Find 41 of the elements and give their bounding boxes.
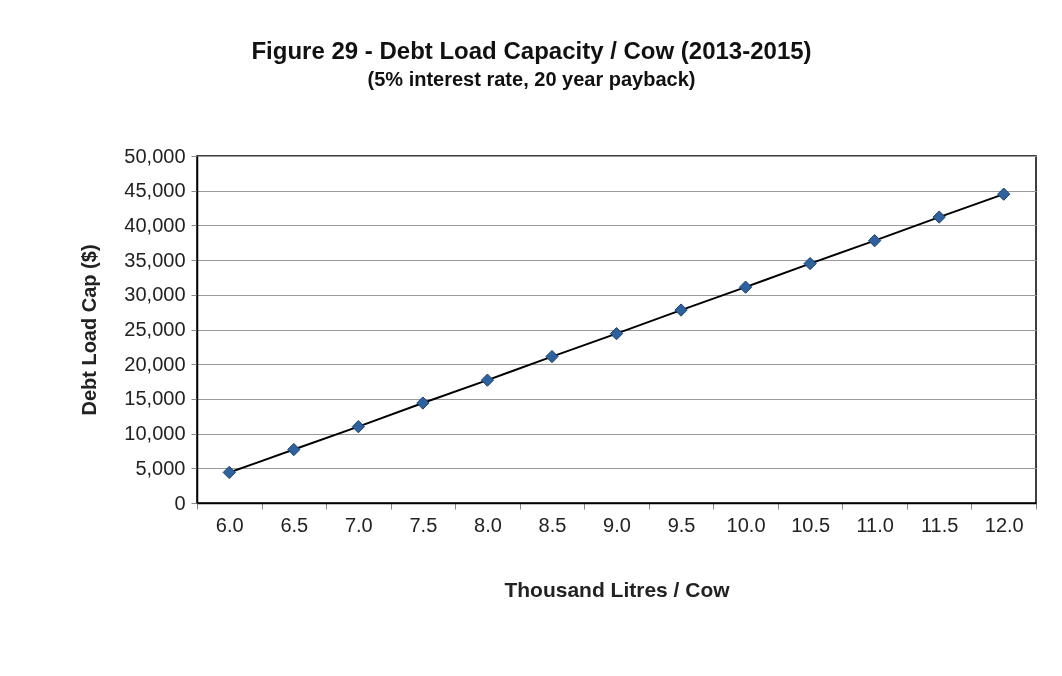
point bbox=[545, 349, 559, 364]
point bbox=[609, 327, 624, 341]
y-tick-label: 30,000 bbox=[124, 283, 186, 306]
x-tick-label: 8.5 bbox=[538, 513, 567, 536]
point bbox=[674, 303, 688, 317]
y-tick-label: 20,000 bbox=[124, 352, 186, 375]
y-axis-title: Debt Load Cap ($) bbox=[78, 244, 101, 416]
y-tick-label: 0 bbox=[174, 491, 186, 514]
point bbox=[416, 396, 430, 410]
x-tick-label: 11.0 bbox=[856, 513, 894, 536]
x-tick-label: 10.5 bbox=[791, 513, 831, 536]
point bbox=[932, 210, 946, 224]
point bbox=[287, 442, 301, 457]
point bbox=[738, 280, 753, 294]
point bbox=[803, 256, 817, 271]
x-tick-label: 8.0 bbox=[474, 513, 502, 536]
point bbox=[868, 234, 882, 248]
chart-title: Figure 29 - Debt Load Capacity / Cow (2013-2015) bbox=[251, 37, 812, 64]
point bbox=[351, 420, 365, 434]
x-tick-label: 12.0 bbox=[984, 513, 1024, 536]
x-tick-label: 9.5 bbox=[667, 513, 696, 536]
x-tick-label: 7.5 bbox=[409, 513, 438, 536]
x-tick-label: 11.5 bbox=[920, 513, 959, 536]
y-tick-label: 10,000 bbox=[124, 422, 186, 445]
y-tick-label: 45,000 bbox=[124, 179, 186, 202]
y-tick-label: 25,000 bbox=[124, 318, 186, 340]
point bbox=[480, 373, 495, 387]
x-tick-label: 6.5 bbox=[280, 513, 309, 536]
x-tick-label: 10.0 bbox=[726, 513, 766, 536]
y-tick-label: 50,000 bbox=[124, 144, 186, 167]
x-tick-label: 7.0 bbox=[344, 513, 373, 536]
chart-subtitle: (5% interest rate, 20 year payback) bbox=[367, 68, 696, 90]
y-tick-label: 40,000 bbox=[124, 213, 186, 236]
x-tick-label: 6.0 bbox=[215, 513, 244, 536]
point bbox=[997, 187, 1011, 201]
x-tick-label: 9.0 bbox=[603, 513, 631, 536]
y-tick-label: 15,000 bbox=[124, 387, 186, 410]
x-axis-title: Thousand Litres / Cow bbox=[504, 577, 731, 601]
y-tick-label: 35,000 bbox=[124, 248, 186, 271]
point bbox=[222, 465, 236, 480]
y-tick-label: 5,000 bbox=[135, 456, 186, 479]
